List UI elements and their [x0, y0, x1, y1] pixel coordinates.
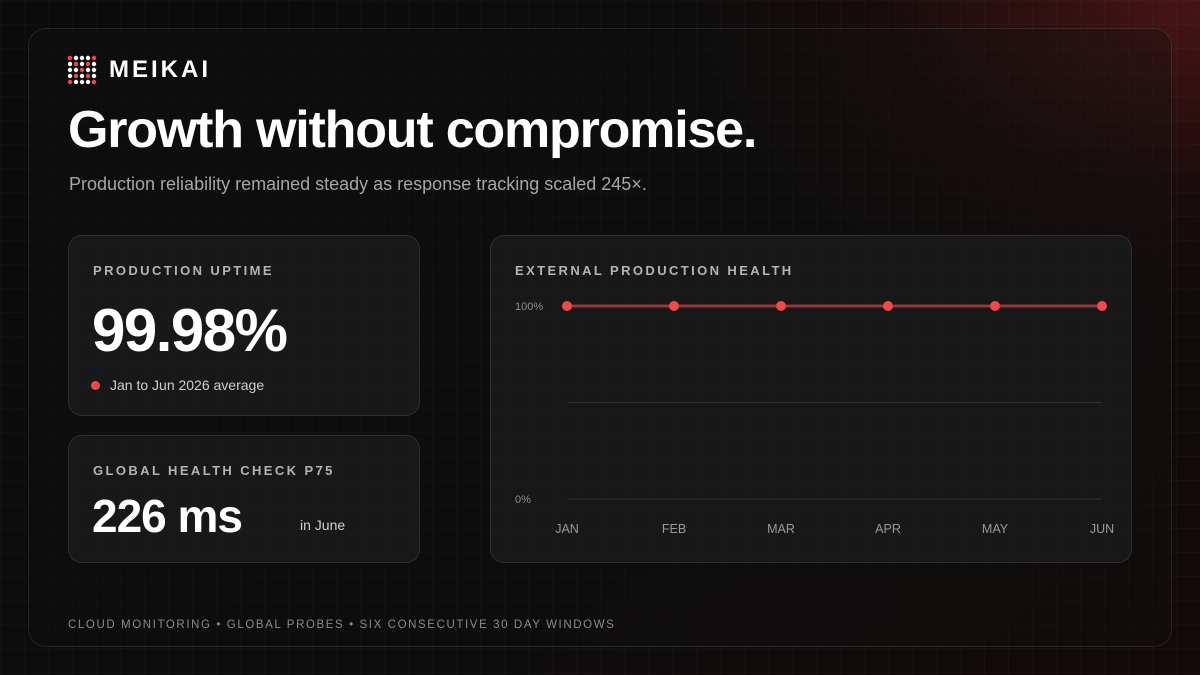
logo-dot: [67, 79, 73, 85]
y-tick-label: 0%: [515, 494, 531, 506]
uptime-note: Jan to Jun 2026 average: [91, 377, 264, 393]
logo-dot: [91, 79, 97, 85]
logo-dot: [67, 61, 73, 67]
logo-dot: [79, 61, 85, 67]
x-tick-label: MAY: [982, 522, 1009, 536]
logo-dot: [79, 79, 85, 85]
x-tick-label: APR: [875, 522, 901, 536]
x-tick-label: FEB: [662, 522, 686, 536]
logo-dot: [79, 55, 85, 61]
x-tick-label: JUN: [1090, 522, 1114, 536]
chart-title: EXTERNAL PRODUCTION HEALTH: [515, 263, 794, 278]
data-point: [776, 301, 786, 311]
uptime-card: PRODUCTION UPTIME 99.98% Jan to Jun 2026…: [68, 235, 420, 416]
uptime-value: 99.98%: [92, 297, 288, 364]
logo-dot: [91, 73, 97, 79]
meikai-logo-icon: [67, 55, 97, 85]
logo-dot: [91, 67, 97, 73]
subhead: Production reliability remained steady a…: [69, 174, 647, 194]
logo-dot: [85, 73, 91, 79]
p75-card: GLOBAL HEALTH CHECK P75 226 ms in June: [68, 435, 420, 563]
logo-dot: [85, 79, 91, 85]
logo-dot: [73, 61, 79, 67]
p75-note: in June: [300, 517, 346, 533]
brand: MEIKAI: [67, 55, 211, 85]
y-tick-label: 100%: [515, 301, 543, 313]
health-line-chart: 100% 0% JAN FEB MAR APR MAY JUN: [515, 301, 1114, 536]
data-point: [562, 301, 572, 311]
logo-dot: [85, 67, 91, 73]
logo-dot: [73, 55, 79, 61]
data-point: [1097, 301, 1107, 311]
logo-dot: [73, 73, 79, 79]
data-point: [990, 301, 1000, 311]
headline: Growth without compromise.: [68, 101, 757, 159]
logo-dot: [79, 67, 85, 73]
uptime-note-text: Jan to Jun 2026 average: [110, 377, 265, 393]
logo-dot: [73, 67, 79, 73]
logo-dot: [85, 55, 91, 61]
data-point: [883, 301, 893, 311]
x-tick-label: MAR: [767, 522, 795, 536]
logo-dot: [79, 73, 85, 79]
logo-dot: [91, 61, 97, 67]
logo-dot: [67, 67, 73, 73]
logo-dot: [67, 55, 73, 61]
logo-dot: [67, 73, 73, 79]
brand-name: MEIKAI: [109, 56, 211, 83]
p75-value: 226 ms: [92, 490, 243, 542]
status-dot-icon: [91, 380, 100, 390]
logo-dot: [85, 61, 91, 67]
uptime-label: PRODUCTION UPTIME: [93, 263, 274, 278]
footer: CLOUD MONITORING • GLOBAL PROBES • SIX C…: [68, 619, 616, 631]
logo-dot: [91, 55, 97, 61]
x-tick-label: JAN: [555, 522, 579, 536]
data-point: [669, 301, 679, 311]
chart-card: EXTERNAL PRODUCTION HEALTH 100% 0% JAN FEB M…: [490, 235, 1132, 563]
logo-dot: [73, 79, 79, 85]
p75-label: GLOBAL HEALTH CHECK P75: [93, 463, 335, 478]
